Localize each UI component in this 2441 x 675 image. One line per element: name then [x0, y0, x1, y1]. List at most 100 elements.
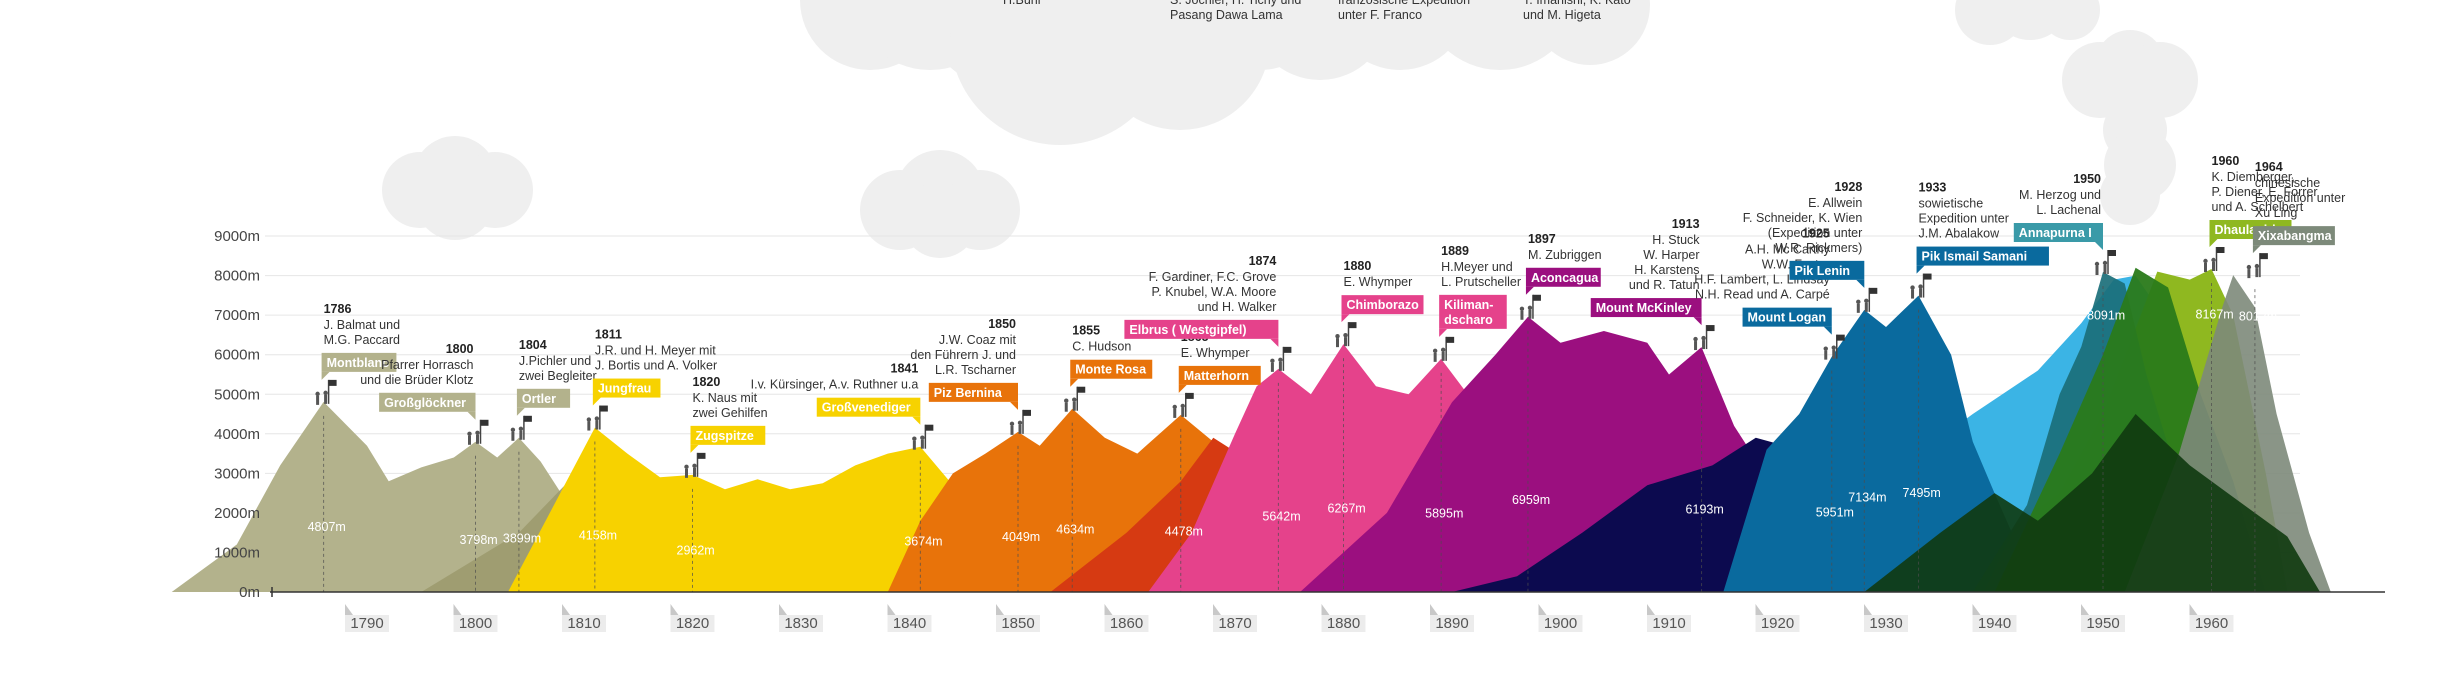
- decade-box: [779, 615, 823, 632]
- height-label: 3798m: [460, 533, 498, 547]
- summit-climbers: und die Brüder Klotz: [360, 373, 473, 387]
- summit-climbers: zwei Gehilfen: [693, 406, 768, 420]
- summit-climbers: P. Diener, E. Forrer: [2212, 185, 2318, 199]
- summit-year: 1880: [1344, 259, 1372, 273]
- summit-climbers: M.G. Paccard: [324, 333, 400, 347]
- summit-name: Kiliman-: [1444, 298, 1493, 312]
- decade-label: 1890: [1435, 615, 1468, 632]
- summit-climbers: chinesische: [2255, 176, 2320, 190]
- summit-name: Großvenediger: [822, 401, 911, 415]
- cloud-5: [1955, 0, 2100, 45]
- summit-name: Annapurna I: [2019, 226, 2092, 240]
- decade-box: [562, 615, 606, 632]
- y-tick-label: 9000m: [214, 228, 260, 245]
- summit-tag-pointer: [1525, 286, 1534, 295]
- summit-tag: [1742, 307, 1832, 327]
- flag-icon: [1077, 386, 1086, 393]
- summit-climbers: M. Zubriggen: [1528, 248, 1602, 262]
- climbers-icon: [467, 430, 480, 445]
- summit-tag: [1124, 319, 1279, 339]
- decade-box: [1972, 615, 2017, 632]
- y-tick-label: 0m: [239, 584, 260, 601]
- summit-climbers: J.M. Abalakow: [1919, 227, 2001, 241]
- summit-climbers: L. Prutscheller: [1441, 275, 1521, 289]
- summit-tag: [690, 425, 766, 445]
- summit-name: Xixabangma: [2258, 229, 2333, 243]
- summit-climbers: und R. Tatun: [1629, 278, 1700, 292]
- mountain-dark-green: [1864, 414, 2320, 592]
- summit-tag-pointer: [1178, 384, 1187, 393]
- summit-year: 1925: [1802, 227, 1830, 241]
- summit-climbers: J.Pichler und: [519, 354, 591, 368]
- decade-label: 1830: [784, 615, 817, 632]
- summit-year: 1855: [1072, 324, 1100, 338]
- height-label: 8091m: [2087, 309, 2125, 323]
- climbers-icon: [510, 426, 524, 441]
- summit-tag: [1341, 295, 1424, 315]
- decade-label: 1900: [1544, 615, 1577, 632]
- y-tick-label: 6000m: [214, 347, 260, 364]
- summit-climbers: M. Herzog und: [2019, 188, 2101, 202]
- decade-box: [453, 615, 498, 632]
- summit-year: 1811: [595, 328, 622, 342]
- summit-climbers: E. Whymper: [1181, 346, 1250, 360]
- summit-year: 1950: [2073, 172, 2101, 186]
- decade-label: 1940: [1978, 615, 2011, 632]
- decade-box: [1538, 615, 1583, 632]
- cloud-2: [382, 136, 533, 240]
- flag-icon: [1836, 334, 1845, 341]
- summit-tag-pointer: [690, 444, 699, 453]
- decade-pointer: [779, 604, 787, 615]
- summit-name: Matterhorn: [1184, 369, 1249, 383]
- mountain-yellow: [508, 427, 975, 592]
- cloud-4: [2062, 30, 2198, 225]
- summit-tag: [816, 397, 921, 417]
- height-label: 7495m: [1903, 486, 1941, 500]
- decade-box: [670, 615, 715, 632]
- summit-tag-pointer: [1341, 314, 1350, 323]
- mountain-blue: [1723, 295, 2038, 592]
- summit-tag-pointer: [2252, 245, 2261, 254]
- flag-icon: [2259, 253, 2268, 260]
- climbers-icon: [2246, 263, 2260, 279]
- height-label: 2962m: [677, 544, 715, 558]
- y-tick-label: 7000m: [214, 307, 260, 324]
- summit-name: Großglöckner: [384, 396, 466, 410]
- top-text: französische Expedition: [1338, 0, 1470, 7]
- summit-climbers: L.R. Tscharner: [935, 363, 1016, 377]
- summit-tag-pointer: [2095, 242, 2103, 251]
- flag-icon: [1923, 273, 1932, 280]
- summit-year: 1850: [988, 317, 1016, 331]
- climbers-icon: [1172, 403, 1185, 418]
- summit-year: 1913: [1672, 217, 1700, 231]
- climbers-icon: [1270, 357, 1283, 372]
- height-label: 5895m: [1425, 506, 1463, 520]
- flag-icon: [1023, 409, 1031, 416]
- decade-pointer: [562, 604, 570, 615]
- summit-year: 1964: [2255, 160, 2283, 174]
- summit-climbers: zwei Begleiter: [519, 369, 597, 383]
- summit-name: Ortler: [522, 392, 556, 406]
- climbers-icon: [1823, 345, 1836, 360]
- summit-tag: [1070, 359, 1153, 379]
- decade-box: [996, 615, 1040, 632]
- decade-box: [1647, 615, 1691, 632]
- summit-name: Monte Rosa: [1075, 363, 1147, 377]
- climbers-icon: [1009, 420, 1023, 435]
- background-clouds: [382, 0, 2198, 258]
- height-label: 5642m: [1262, 510, 1300, 524]
- decade-box: [1104, 615, 1149, 632]
- summit-name: Pik Ismail Samani: [1922, 250, 2028, 264]
- height-label: 4807m: [308, 520, 346, 534]
- summit-climbers: H.Meyer und: [1441, 260, 1513, 274]
- decade-label: 1850: [1001, 615, 1034, 632]
- summit-climbers: und H. Walker: [1198, 300, 1277, 314]
- decade-pointer: [1104, 604, 1113, 615]
- decade-pointer: [453, 604, 462, 615]
- flag-icon: [328, 379, 337, 386]
- flag-icon: [480, 419, 489, 426]
- summit-climbers: Expedition unter: [2255, 191, 2345, 205]
- axes: 0m 1000m 2000m 3000m 4000m 5000m 6000m 7000m 800…: [214, 228, 2385, 632]
